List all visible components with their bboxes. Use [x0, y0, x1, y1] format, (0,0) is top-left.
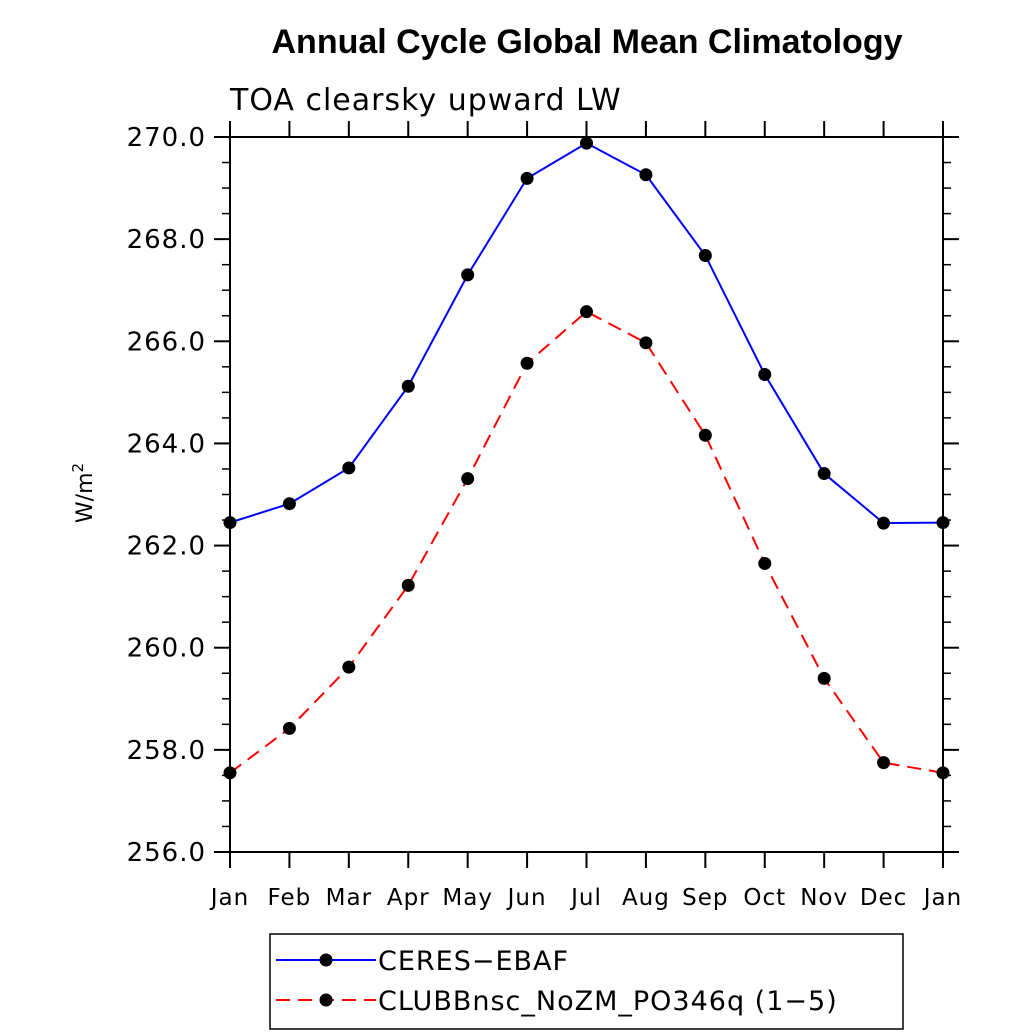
x-tick-label: Jul — [569, 885, 602, 911]
y-tick-label: 264.0 — [127, 429, 206, 459]
data-point — [877, 756, 891, 770]
y-axis-label: W/m2 — [69, 463, 98, 523]
x-tick-label: Sep — [682, 885, 728, 911]
data-series — [223, 136, 950, 780]
y-tick-label: 260.0 — [127, 634, 206, 664]
chart-title: Annual Cycle Global Mean Climatology — [272, 23, 903, 61]
y-tick-label: 270.0 — [127, 123, 206, 153]
data-point — [639, 336, 653, 350]
x-tick-label: Nov — [800, 885, 848, 911]
data-point — [580, 305, 593, 319]
x-tick-label: Jan — [922, 885, 962, 911]
y-tick-label: 268.0 — [127, 225, 206, 255]
x-tick-label: Mar — [326, 885, 372, 911]
data-point — [282, 721, 296, 735]
x-tick-label: May — [442, 885, 493, 911]
data-point — [342, 461, 356, 475]
y-tick-label: 262.0 — [127, 532, 206, 562]
x-tick-label: Apr — [387, 885, 430, 911]
plot-frame — [229, 136, 944, 853]
data-point — [639, 168, 653, 182]
legend: CERES−EBAF CLUBBnsc_NoZM_PO346q (1−5) — [269, 933, 904, 1030]
x-tick-label: Dec — [860, 885, 908, 911]
data-point — [817, 467, 831, 481]
legend-label: CERES−EBAF — [378, 946, 569, 977]
y-tick-label: 266.0 — [127, 327, 206, 357]
data-point — [520, 171, 534, 185]
data-point — [461, 268, 475, 282]
data-point — [520, 356, 534, 370]
data-point — [698, 428, 712, 442]
axis-ticks — [214, 121, 959, 868]
chart-subtitle: TOA clearsky upward LW — [229, 83, 622, 118]
data-point — [461, 472, 475, 486]
x-tick-label: Aug — [622, 885, 670, 911]
data-point — [758, 556, 772, 570]
legend-box — [269, 933, 904, 1030]
data-point — [877, 516, 891, 530]
x-tick-label: Jan — [209, 885, 249, 911]
x-tick-label: Jun — [506, 885, 547, 911]
legend-marker — [319, 953, 333, 967]
data-point — [758, 367, 772, 381]
legend-marker — [319, 993, 333, 1007]
series-line — [229, 310, 944, 774]
data-point — [401, 379, 415, 393]
legend-label: CLUBBnsc_NoZM_PO346q (1−5) — [378, 986, 838, 1017]
y-axis-label-text: W/m — [73, 472, 98, 523]
data-point — [282, 497, 296, 511]
x-tick-label: Feb — [268, 885, 312, 911]
data-point — [342, 660, 356, 674]
y-axis-label-superscript: 2 — [69, 463, 87, 473]
y-tick-label: 258.0 — [127, 736, 206, 766]
x-tick-label: Oct — [743, 885, 786, 911]
data-point — [698, 248, 712, 262]
data-point — [817, 671, 831, 685]
y-tick-label: 256.0 — [127, 838, 206, 868]
y-tick-labels: 256.0 258.0 260.0 262.0 264.0 266.0 268.0 270.0 — [127, 123, 206, 868]
data-point — [580, 136, 593, 150]
x-tick-labels: Jan Feb Mar Apr May Jun Jul Aug Sep Oct Nov Dec Jan — [209, 885, 962, 911]
data-point — [401, 578, 415, 592]
series-line — [229, 141, 944, 525]
